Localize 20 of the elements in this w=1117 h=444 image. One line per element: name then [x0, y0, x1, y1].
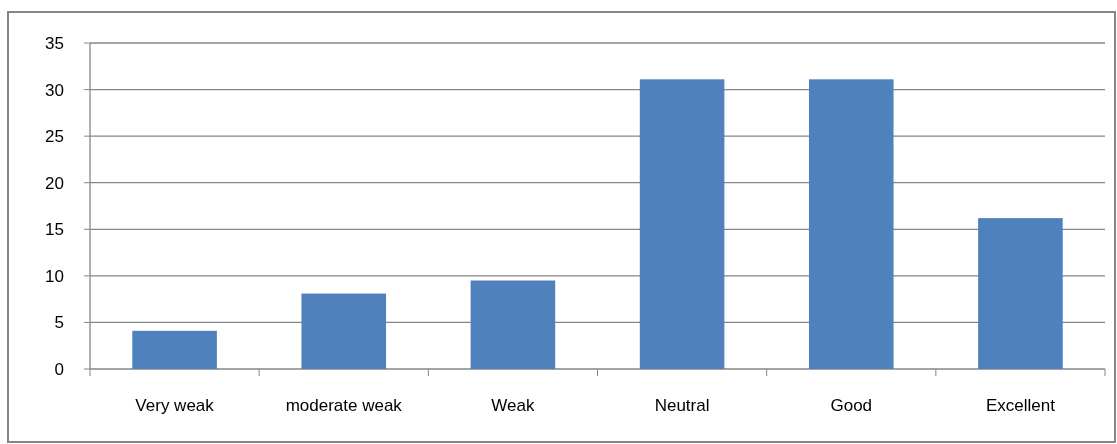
y-tick-label: 25	[45, 127, 64, 147]
bar	[470, 280, 556, 369]
x-tick-label: Neutral	[654, 396, 710, 415]
y-tick-label: 20	[45, 173, 64, 193]
x-tick-label: Excellent	[985, 396, 1056, 415]
x-tick-label: moderate weak	[285, 396, 403, 415]
bar	[639, 79, 725, 369]
y-tick-label: 15	[45, 220, 64, 240]
bar	[808, 79, 894, 369]
x-tick-label: Good	[830, 396, 873, 415]
y-tick-label: 30	[45, 80, 64, 100]
y-tick-label: 35	[45, 33, 64, 53]
bar	[132, 330, 217, 369]
bar	[301, 293, 387, 369]
x-tick-label: Very weak	[135, 396, 215, 415]
bar	[978, 218, 1063, 369]
x-tick-label: Weak	[491, 396, 535, 415]
y-tick-label: 0	[54, 359, 64, 379]
y-tick-label: 10	[45, 266, 64, 286]
y-tick-label: 5	[54, 313, 64, 333]
